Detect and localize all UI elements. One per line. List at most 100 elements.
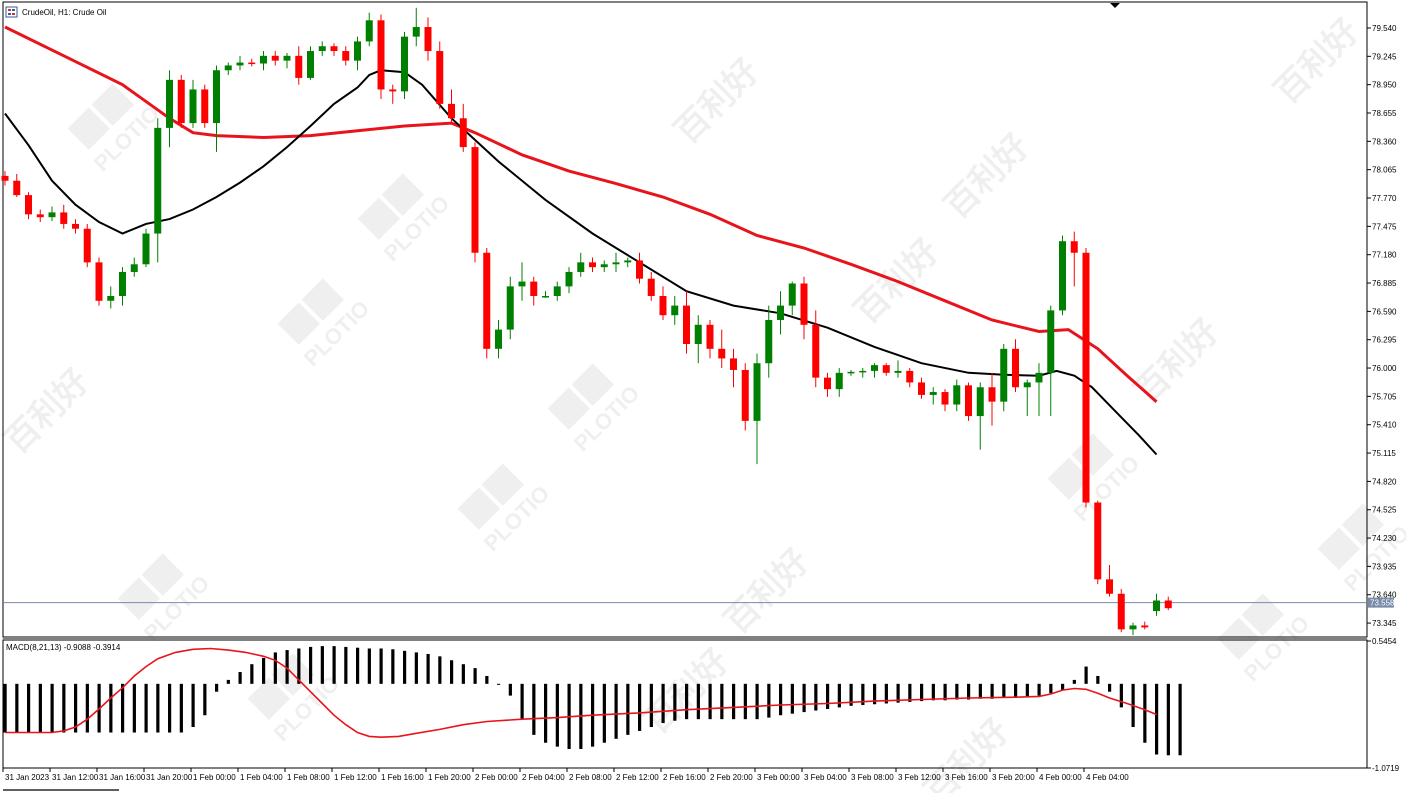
candle[interactable] <box>107 286 115 309</box>
candle[interactable] <box>1141 621 1149 630</box>
candle[interactable] <box>389 84 397 104</box>
candle[interactable] <box>342 46 350 66</box>
candle[interactable] <box>647 271 655 301</box>
candle[interactable] <box>988 372 996 426</box>
candle[interactable] <box>436 41 444 109</box>
candle[interactable] <box>495 320 502 359</box>
horizontal-scrollbar[interactable] <box>3 789 119 791</box>
candle[interactable] <box>119 267 126 306</box>
candle[interactable] <box>1117 588 1125 633</box>
candle[interactable] <box>777 291 784 335</box>
candle[interactable] <box>60 204 68 229</box>
candle[interactable] <box>812 310 820 388</box>
candle[interactable] <box>177 75 185 128</box>
candle[interactable] <box>142 228 150 268</box>
candle[interactable] <box>847 369 855 376</box>
candle[interactable] <box>636 252 643 284</box>
price-chart[interactable] <box>1 7 1368 636</box>
candle[interactable] <box>683 291 690 354</box>
candle[interactable] <box>894 360 902 378</box>
candle[interactable] <box>965 382 972 421</box>
candle[interactable] <box>553 281 561 301</box>
candle[interactable] <box>565 267 573 294</box>
candle[interactable] <box>1129 622 1137 636</box>
candle[interactable] <box>36 209 44 223</box>
candle[interactable] <box>659 286 667 320</box>
candle[interactable] <box>213 65 220 152</box>
candle[interactable] <box>283 52 291 69</box>
candle[interactable] <box>694 315 702 364</box>
candle[interactable] <box>307 46 314 80</box>
candle[interactable] <box>330 43 338 56</box>
candle[interactable] <box>224 62 232 76</box>
candle[interactable] <box>25 192 32 220</box>
candle[interactable] <box>706 320 714 359</box>
candle[interactable] <box>354 36 361 71</box>
candle[interactable] <box>48 206 56 222</box>
candle[interactable] <box>260 51 267 71</box>
candle[interactable] <box>1035 363 1043 417</box>
macd-panel[interactable] <box>3 646 1182 756</box>
candle[interactable] <box>530 276 538 306</box>
candle[interactable] <box>13 173 21 198</box>
candle[interactable] <box>72 219 79 234</box>
candle[interactable] <box>1070 231 1078 287</box>
candle[interactable] <box>83 223 91 268</box>
candle[interactable] <box>95 257 103 306</box>
candle[interactable] <box>518 262 526 301</box>
candle[interactable] <box>506 276 514 340</box>
candle[interactable] <box>624 257 632 268</box>
candle[interactable] <box>824 372 831 397</box>
candle[interactable] <box>976 382 984 450</box>
candle[interactable] <box>835 368 843 397</box>
candle[interactable] <box>412 7 420 47</box>
candle[interactable] <box>377 14 385 100</box>
candle[interactable] <box>859 368 867 378</box>
candle[interactable] <box>1023 379 1031 417</box>
candle[interactable] <box>201 84 209 128</box>
candle[interactable] <box>800 276 808 340</box>
candle[interactable] <box>1 171 9 186</box>
candle[interactable] <box>154 118 162 263</box>
chart-window-icon[interactable] <box>5 6 18 18</box>
candle[interactable] <box>483 247 491 359</box>
candle[interactable] <box>1106 564 1113 597</box>
candle[interactable] <box>788 281 796 316</box>
candle[interactable] <box>1082 247 1090 508</box>
candle[interactable] <box>918 377 925 399</box>
candle[interactable] <box>295 46 303 85</box>
candle[interactable] <box>941 389 949 412</box>
candle[interactable] <box>1094 500 1102 585</box>
candle[interactable] <box>1059 235 1066 316</box>
candle[interactable] <box>589 257 596 272</box>
candle[interactable] <box>741 363 749 431</box>
candle[interactable] <box>577 252 585 277</box>
chart-shift-marker[interactable] <box>1110 3 1120 8</box>
candle[interactable] <box>365 12 373 47</box>
candle[interactable] <box>459 103 467 152</box>
candle[interactable] <box>448 89 455 124</box>
candle[interactable] <box>671 295 679 325</box>
candle[interactable] <box>1047 305 1055 417</box>
candle[interactable] <box>130 257 138 277</box>
candle[interactable] <box>542 291 549 298</box>
candle[interactable] <box>471 142 479 263</box>
candle[interactable] <box>1012 339 1019 393</box>
candle[interactable] <box>424 17 432 61</box>
candle[interactable] <box>236 55 244 71</box>
candle[interactable] <box>248 58 256 67</box>
candle[interactable] <box>600 260 608 272</box>
candle[interactable] <box>730 348 737 388</box>
candle[interactable] <box>1164 596 1172 611</box>
candle[interactable] <box>765 305 773 378</box>
candle[interactable] <box>318 41 326 56</box>
candle[interactable] <box>929 387 937 405</box>
candle[interactable] <box>612 252 620 272</box>
candle[interactable] <box>906 368 914 388</box>
candle[interactable] <box>882 363 890 376</box>
candle[interactable] <box>271 51 279 66</box>
candle[interactable] <box>401 31 408 100</box>
candle[interactable] <box>166 70 173 148</box>
candle[interactable] <box>718 329 726 369</box>
